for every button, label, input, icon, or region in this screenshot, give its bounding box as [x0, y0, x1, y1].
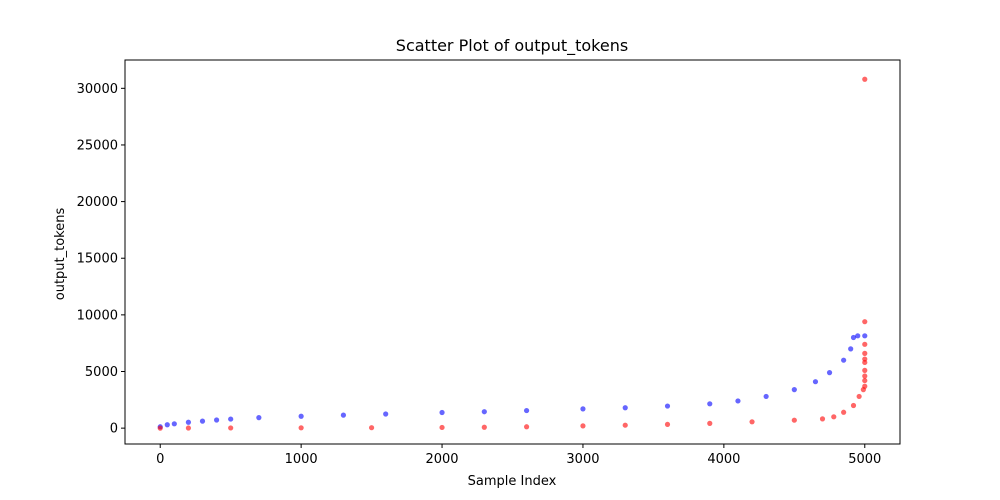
data-point: [481, 409, 487, 415]
data-point: [862, 341, 868, 347]
data-point: [749, 419, 755, 425]
y-tick-label: 0: [110, 422, 118, 437]
y-tick-label: 5000: [85, 365, 118, 380]
data-point: [481, 424, 487, 430]
data-point: [256, 415, 262, 421]
data-point: [841, 409, 847, 415]
data-point: [368, 425, 375, 431]
data-point: [862, 383, 868, 389]
data-point: [791, 417, 797, 423]
data-point: [855, 333, 861, 339]
data-point: [862, 350, 868, 356]
data-point: [185, 425, 192, 431]
data-point: [185, 419, 192, 425]
data-point: [707, 401, 713, 407]
x-tick-label: 1000: [285, 452, 318, 467]
x-tick-label: 3000: [566, 452, 599, 467]
data-point: [523, 424, 530, 430]
data-point: [850, 334, 857, 341]
data-point: [862, 356, 868, 362]
data-point: [826, 370, 833, 376]
data-point: [856, 393, 862, 400]
data-point: [848, 346, 854, 352]
data-point: [841, 357, 847, 363]
x-tick-label: 5000: [848, 452, 881, 467]
data-point: [157, 425, 163, 431]
data-point: [862, 333, 868, 339]
data-point: [340, 412, 347, 418]
data-point: [622, 422, 628, 428]
data-point: [862, 76, 868, 82]
data-point: [213, 417, 220, 423]
data-point: [763, 393, 769, 400]
data-point: [850, 402, 857, 409]
x-tick-label: 2000: [425, 452, 458, 467]
data-point: [298, 425, 304, 431]
data-point: [862, 367, 868, 373]
data-point: [791, 387, 797, 393]
data-point: [298, 413, 304, 419]
series-1: [157, 333, 868, 430]
data-point: [383, 411, 389, 417]
data-point: [439, 409, 445, 416]
x-axis-ticks: 0 1000 2000 3000 4000 5000: [156, 444, 881, 467]
data-point: [622, 405, 628, 411]
data-point: [164, 422, 170, 428]
data-point: [812, 379, 819, 385]
series-2: [157, 76, 868, 431]
data-point: [523, 407, 530, 414]
data-point: [228, 425, 234, 431]
x-tick-label: 4000: [707, 452, 740, 467]
plot-points: [157, 76, 868, 431]
data-point: [580, 423, 586, 429]
y-tick-label: 25000: [77, 138, 118, 153]
data-point: [831, 414, 837, 420]
data-point: [580, 406, 586, 412]
y-axis-ticks: 0 5000 10000 15000 20000 25000 30000: [77, 82, 125, 437]
data-point: [439, 424, 445, 431]
data-point: [228, 416, 234, 422]
y-tick-label: 20000: [77, 195, 118, 210]
y-tick-label: 30000: [77, 82, 118, 97]
data-point: [199, 418, 206, 424]
x-axis-label: Sample Index: [468, 474, 557, 489]
data-point: [862, 377, 868, 384]
data-point: [664, 421, 671, 428]
x-tick-label: 0: [156, 452, 164, 467]
y-axis-label: output_tokens: [53, 208, 68, 301]
y-tick-label: 10000: [77, 308, 118, 323]
data-point: [707, 420, 713, 426]
chart-title: Scatter Plot of output_tokens: [396, 36, 628, 56]
data-point: [862, 373, 868, 379]
data-point: [862, 319, 868, 325]
data-point: [171, 421, 177, 427]
plot-frame: [124, 59, 901, 445]
data-point: [735, 398, 741, 404]
data-point: [664, 403, 671, 409]
data-point: [819, 416, 826, 422]
y-tick-label: 15000: [77, 252, 118, 267]
